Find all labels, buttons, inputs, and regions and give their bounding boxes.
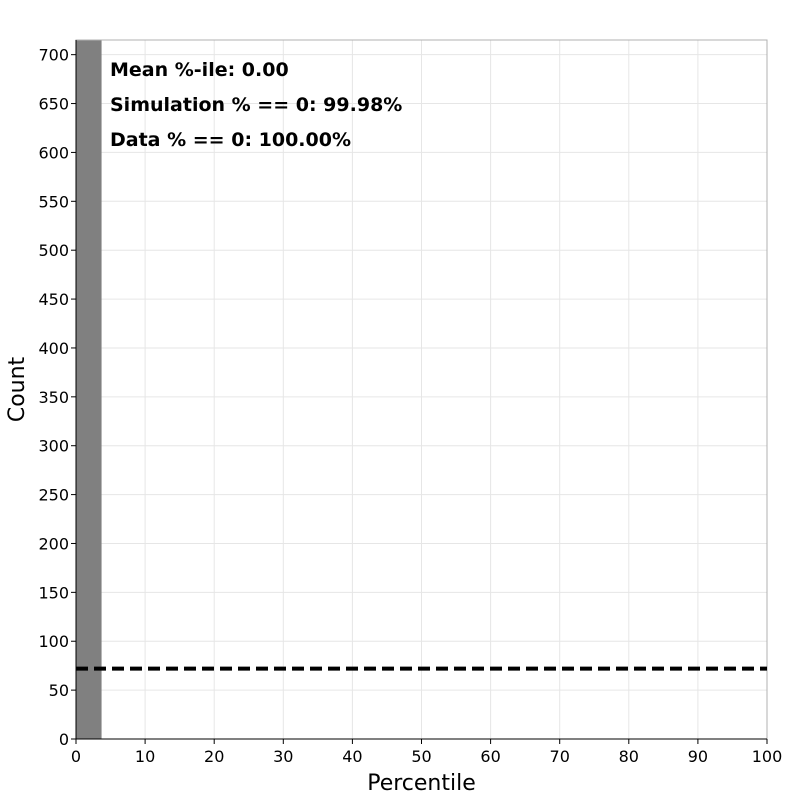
y-tick-label: 350	[38, 388, 69, 407]
y-tick-label: 0	[59, 730, 69, 749]
y-tick-label: 150	[38, 583, 69, 602]
x-axis-ticks: 0 10 20 30 40 50 60 70 80 90 100	[71, 739, 782, 766]
y-tick-label: 250	[38, 486, 69, 505]
histogram-bar	[76, 40, 102, 739]
y-axis-ticks: 0 50 100 150 200 250 300 350 400 450 500 550 600 650 7…	[38, 46, 76, 749]
x-tick-label: 20	[204, 747, 224, 766]
x-tick-label: 100	[752, 747, 783, 766]
y-tick-label: 300	[38, 437, 69, 456]
x-tick-label: 40	[342, 747, 362, 766]
y-tick-label: 450	[38, 290, 69, 309]
x-tick-label: 90	[688, 747, 708, 766]
y-tick-label: 50	[49, 681, 69, 700]
x-axis-title: Percentile	[367, 771, 476, 796]
y-tick-label: 100	[38, 632, 69, 651]
y-tick-label: 550	[38, 192, 69, 211]
x-tick-label: 0	[71, 747, 81, 766]
x-tick-label: 10	[135, 747, 155, 766]
x-tick-label: 30	[273, 747, 293, 766]
x-tick-label: 50	[411, 747, 431, 766]
histogram-bars	[76, 40, 102, 739]
annotation-data-zero: Data % == 0: 100.00%	[110, 129, 351, 151]
x-tick-label: 80	[619, 747, 639, 766]
y-tick-label: 400	[38, 339, 69, 358]
annotation-mean-percentile: Mean %-ile: 0.00	[110, 59, 289, 81]
y-tick-label: 200	[38, 534, 69, 553]
x-tick-label: 60	[480, 747, 500, 766]
y-tick-label: 650	[38, 95, 69, 114]
y-tick-label: 600	[38, 143, 69, 162]
y-axis-title: Count	[5, 356, 30, 422]
annotation-simulation-zero: Simulation % == 0: 99.98%	[110, 94, 402, 116]
y-tick-label: 700	[38, 46, 69, 65]
y-tick-label: 500	[38, 241, 69, 260]
x-tick-label: 70	[550, 747, 570, 766]
